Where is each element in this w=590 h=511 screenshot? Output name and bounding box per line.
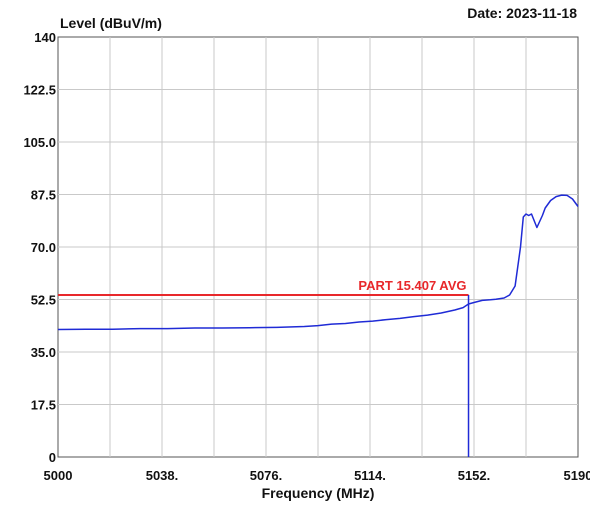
- y-tick-label: 70.0: [31, 240, 56, 255]
- x-tick-label: 5000: [44, 468, 73, 483]
- x-tick-label: 5190: [564, 468, 590, 483]
- y-tick-label: 140: [34, 30, 56, 45]
- y-tick-label: 87.5: [31, 188, 56, 203]
- x-tick-label: 5114.: [354, 468, 386, 483]
- annotation-layer: PART 15.407 AVG: [58, 278, 470, 457]
- limit-line-label: PART 15.407 AVG: [358, 278, 466, 293]
- x-axis-title: Frequency (MHz): [262, 485, 375, 501]
- y-tick-label: 105.0: [23, 135, 56, 150]
- tick-layer: 0 17.5 35.0 52.5 70.0 87.5 105.0 122.5 140 5000 50…: [23, 30, 590, 483]
- y-tick-label: 52.5: [31, 293, 56, 308]
- y-tick-label: 0: [49, 450, 56, 465]
- x-tick-label: 5038.: [146, 468, 179, 483]
- y-tick-label: 17.5: [31, 398, 56, 413]
- y-tick-label: 35.0: [31, 345, 56, 360]
- x-tick-label: 5152.: [458, 468, 491, 483]
- grid-layer: [58, 37, 578, 457]
- measurement-trace: [57, 194, 579, 331]
- y-axis-title: Level (dBuV/m): [60, 15, 162, 31]
- x-tick-label: 5076.: [250, 468, 283, 483]
- date-label: Date: 2023-11-18: [467, 5, 577, 21]
- series-layer: [57, 194, 579, 331]
- y-tick-label: 122.5: [23, 83, 56, 98]
